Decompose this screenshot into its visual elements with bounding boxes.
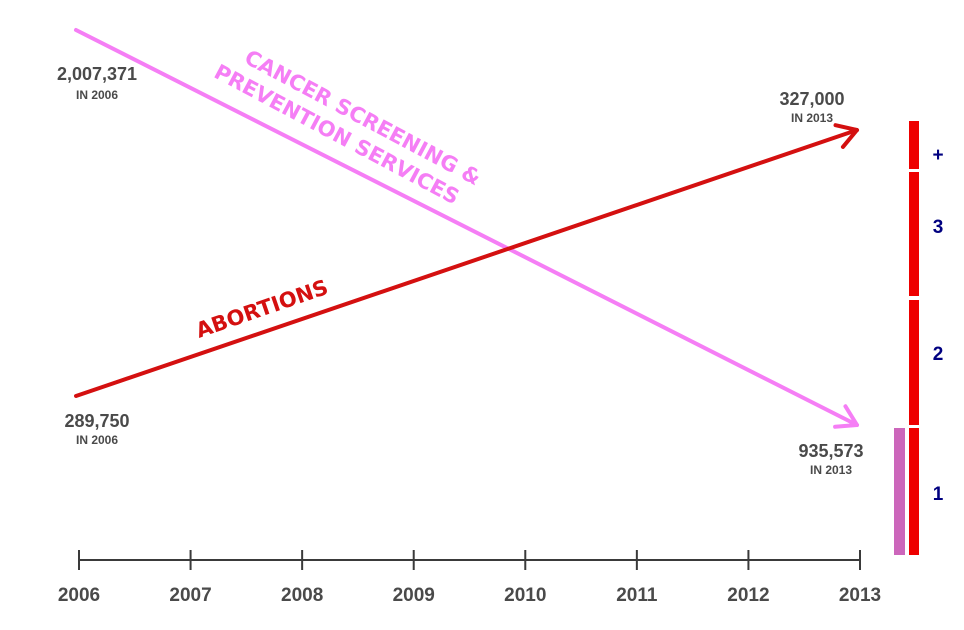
x-tick-label-2013: 2013 — [839, 585, 881, 606]
series-line-0 — [74, 28, 859, 427]
side-scale-label-1: 1 — [933, 484, 944, 505]
cancer-start-sub: IN 2006 — [76, 88, 118, 102]
side-scale-segment-3 — [909, 172, 919, 296]
x-tick-label-2008: 2008 — [281, 585, 323, 606]
x-axis-ticks: 2006 2007 2008 2009 2010 2011 2012 2013 — [58, 550, 881, 606]
series-layer — [74, 28, 859, 429]
x-tick-label-2010: 2010 — [504, 585, 546, 606]
series-arrowhead-0 — [833, 404, 859, 429]
x-tick-label-2009: 2009 — [393, 585, 435, 606]
series-title-cancer-line-2: PREVENTION SERVICES — [210, 60, 463, 210]
x-tick-label-2011: 2011 — [616, 585, 658, 606]
series-title-cancer-line-1: CANCER SCREENING & — [241, 45, 485, 190]
side-scale: + 3 2 1 — [894, 121, 944, 555]
cancer-end-value: 935,573 — [798, 441, 863, 461]
side-scale-label-2: 2 — [933, 344, 944, 365]
abortions-end-value: 327,000 — [779, 89, 844, 109]
series-arrowhead-1 — [833, 123, 859, 149]
side-scale-segment-plus — [909, 121, 919, 169]
x-tick-label-2012: 2012 — [727, 585, 769, 606]
cancer-start-value: 2,007,371 — [57, 64, 137, 84]
side-scale-label-3: 3 — [933, 217, 944, 238]
side-scale-marker — [894, 428, 905, 555]
abortions-start-value: 289,750 — [64, 411, 129, 431]
x-tick-label-2007: 2007 — [169, 585, 211, 606]
abortions-start-sub: IN 2006 — [76, 433, 118, 447]
side-scale-label-plus: + — [932, 145, 943, 166]
series-title-cancer: CANCER SCREENING & PREVENTION SERVICES — [210, 36, 491, 218]
side-scale-segment-1 — [909, 428, 919, 555]
cancer-end-sub: IN 2013 — [810, 463, 852, 477]
x-tick-label-2006: 2006 — [58, 585, 100, 606]
series-line-1 — [74, 128, 859, 398]
abortions-end-sub: IN 2013 — [791, 111, 833, 125]
side-scale-segment-2 — [909, 300, 919, 425]
